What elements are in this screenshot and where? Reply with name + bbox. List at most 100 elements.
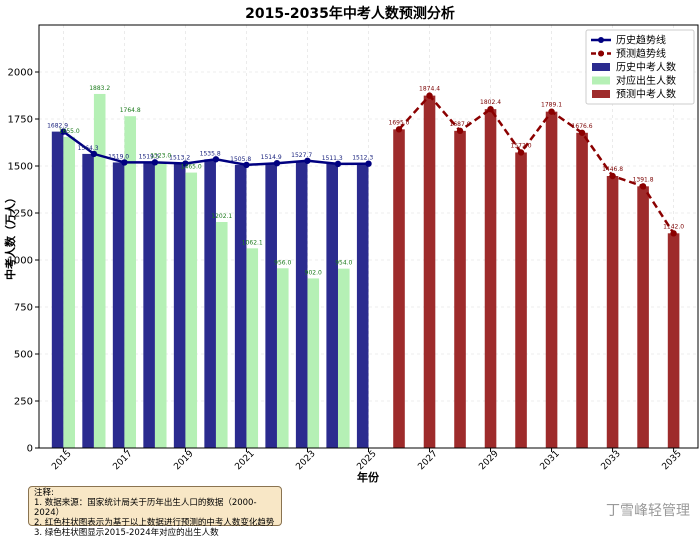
prediction-bar <box>515 152 527 449</box>
prediction-bar-label: 1142.0 <box>663 223 684 230</box>
history-trend-point <box>212 156 220 163</box>
legend-birth-bar-label: 对应出生人数 <box>616 74 676 87</box>
history-bar-label: 1527.7 <box>291 152 312 159</box>
prediction-trend-point <box>578 129 586 136</box>
x-tick-label: 2031 <box>539 449 562 472</box>
history-bar <box>82 153 94 448</box>
notes-title: 注释: <box>34 488 54 498</box>
prediction-bar-label: 1802.4 <box>480 99 501 106</box>
prediction-bar <box>667 233 680 448</box>
x-tick-label: 2023 <box>294 449 317 472</box>
notes-box: 注释: 1. 数据来源：国家统计局关于历年出生人口的数据（2000-2024） … <box>28 486 282 538</box>
birth-bar-label: 1523.0 <box>150 153 171 160</box>
prediction-bar <box>545 111 558 448</box>
y-tick-label: 250 <box>14 397 33 408</box>
chart-title: 2015-2035年中考人数预测分析 <box>245 5 455 22</box>
birth-bar <box>337 268 350 448</box>
history-bar <box>143 162 155 449</box>
prediction-trend-point <box>609 172 616 180</box>
history-trend-point <box>365 160 372 167</box>
birth-bar <box>185 172 198 448</box>
history-bar-label: 1505.8 <box>230 156 251 163</box>
prediction-trend-point <box>456 127 464 135</box>
prediction-bar <box>423 95 436 449</box>
y-tick-label: 1250 <box>8 209 33 220</box>
history-trend-point <box>304 157 311 164</box>
prediction-bar <box>454 130 466 448</box>
legend-prediction-line-marker <box>598 50 604 57</box>
prediction-bar-label: 1695.0 <box>389 119 410 126</box>
birth-bar <box>124 116 137 449</box>
prediction-bar-label: 1687.0 <box>450 121 471 128</box>
x-axis: 2015 2017 2019 2021 2023 2025 2027 2029 2031 2033… <box>50 448 684 472</box>
birth-bar-label: 1764.8 <box>120 107 141 114</box>
history-bar-label: 1535.8 <box>200 150 221 157</box>
legend-prediction-bar-label: 预测中考人数 <box>616 88 676 101</box>
y-tick-label: 1500 <box>8 162 33 173</box>
watermark: 丁雪峰轻管理 <box>606 503 690 519</box>
x-tick-label: 2025 <box>355 449 378 472</box>
history-bar-label: 1514.9 <box>261 154 282 161</box>
history-trend-point <box>60 128 67 135</box>
y-axis-label: 中考人数（万人） <box>3 192 17 280</box>
birth-bar-label: 954.0 <box>335 260 352 267</box>
history-trend-point <box>90 150 98 158</box>
prediction-trend-point <box>487 105 494 113</box>
y-axis: 0 250 500 750 1000 1250 1500 1750 2000 <box>8 68 39 455</box>
birth-bar-label: 1465.0 <box>181 164 202 171</box>
history-bar <box>173 163 186 448</box>
history-bar-label: 1564.3 <box>78 145 99 152</box>
legend-history-line-marker <box>598 37 604 43</box>
prediction-bar <box>393 129 405 448</box>
birth-bar-label: 1883.2 <box>89 85 110 92</box>
y-tick-label: 1750 <box>8 115 33 126</box>
y-tick-label: 1000 <box>8 256 33 267</box>
x-tick-label: 2021 <box>233 449 256 472</box>
birth-bar-label: 1062.1 <box>242 239 263 246</box>
x-tick-label: 2015 <box>50 449 73 472</box>
lines <box>60 92 677 237</box>
history-bar <box>204 159 216 449</box>
prediction-trend-point <box>426 92 433 99</box>
y-tick-label: 500 <box>14 350 33 361</box>
prediction-bar <box>606 176 619 449</box>
data-labels: 1682.9 1564.3 1519.0 1519.5 1513.2 1535.8 1505… <box>47 85 684 276</box>
notes-line-2: 2. 红色柱状图表示为基于以上数据进行预测的中考人数变化趋势 <box>34 518 275 528</box>
prediction-bar-label: 1391.8 <box>633 176 654 183</box>
prediction-bar-label: 1572.0 <box>511 142 532 149</box>
birth-bar <box>93 93 106 448</box>
y-tick-label: 2000 <box>8 68 33 79</box>
birth-bar-label: 1202.1 <box>211 213 232 220</box>
legend-history-bar-label: 历史中考人数 <box>616 61 676 74</box>
x-tick-label: 2017 <box>111 449 134 472</box>
x-tick-label: 2035 <box>661 449 684 472</box>
history-bar <box>112 162 125 449</box>
legend-history-bar-swatch <box>592 63 610 71</box>
birth-bar <box>215 222 228 448</box>
birth-bar-label: 956.0 <box>274 259 291 266</box>
history-bar <box>234 164 247 448</box>
history-trend-point <box>273 159 281 167</box>
legend-box <box>585 29 695 105</box>
legend-prediction-bar-swatch <box>592 90 610 98</box>
prediction-trend-point <box>670 230 677 237</box>
birth-bar <box>154 161 167 448</box>
prediction-bar-label: 1676.6 <box>572 123 593 130</box>
history-bar <box>51 131 64 448</box>
birth-bar <box>246 248 259 448</box>
x-tick-label: 2019 <box>172 449 195 472</box>
birth-bar <box>276 268 289 448</box>
legend-prediction-line-label: 预测趋势线 <box>616 47 666 60</box>
history-bar <box>326 163 338 448</box>
x-tick-label: 2027 <box>416 449 439 472</box>
history-trend-point <box>121 159 128 166</box>
prediction-trend-line <box>398 93 675 234</box>
bars <box>51 93 680 449</box>
history-bar-label: 1512.3 <box>352 155 373 162</box>
history-bar-label: 1519.0 <box>108 153 129 160</box>
history-trend-point <box>151 159 159 166</box>
history-trend-point <box>334 160 342 168</box>
x-axis-label: 年份 <box>357 470 380 484</box>
